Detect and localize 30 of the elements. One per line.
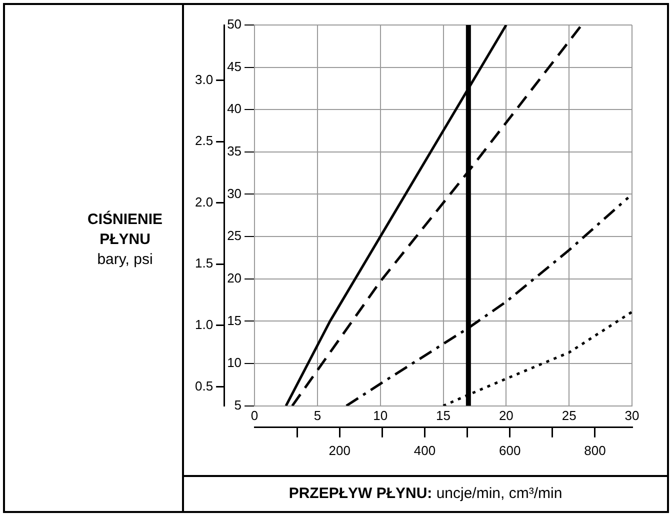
y2-tick-label: 1.5 <box>194 256 214 271</box>
x2-tick-label: 200 <box>328 442 350 458</box>
y-tick-label: 5 <box>234 397 242 412</box>
y2-tick-label: 0.5 <box>194 378 214 394</box>
x-tick-label: 5 <box>314 408 322 424</box>
line-series <box>291 25 583 406</box>
y2-tick-label: 2.5 <box>194 133 214 148</box>
y-tick-label: 15 <box>227 312 242 328</box>
y2-axis-title: CIŚNIENIE PŁYNU bary, psi <box>86 211 164 270</box>
y-tick-label: 50 <box>227 16 242 32</box>
y-tick-label: 45 <box>227 58 242 74</box>
y-tick-label: 25 <box>227 228 242 244</box>
y-tick-label: 40 <box>227 101 242 116</box>
x-tick-label: 15 <box>436 408 450 424</box>
x-tick-label: 20 <box>498 408 514 424</box>
y-tick-label: 20 <box>227 270 242 286</box>
x2-tick-label: 400 <box>414 442 436 458</box>
y2-tick-label: 1.0 <box>194 317 214 332</box>
x2-tick-label: 800 <box>584 442 606 458</box>
y-tick-label: 35 <box>227 144 242 159</box>
x-tick-label: 10 <box>373 408 388 424</box>
y-tick-label: 10 <box>227 355 242 370</box>
y2-tick-label: 3.0 <box>194 72 214 87</box>
x-tick-label: 0 <box>250 408 258 424</box>
y-tick-label: 30 <box>227 186 242 201</box>
x-tick-label: 25 <box>562 408 576 424</box>
y2-tick-label: 2.0 <box>194 194 214 210</box>
x-axis-title: PRZEPŁYW PŁYNU: uncje/min, cm³/min <box>184 477 667 511</box>
x-tick-label: 30 <box>624 408 640 424</box>
x2-tick-label: 600 <box>499 442 521 458</box>
